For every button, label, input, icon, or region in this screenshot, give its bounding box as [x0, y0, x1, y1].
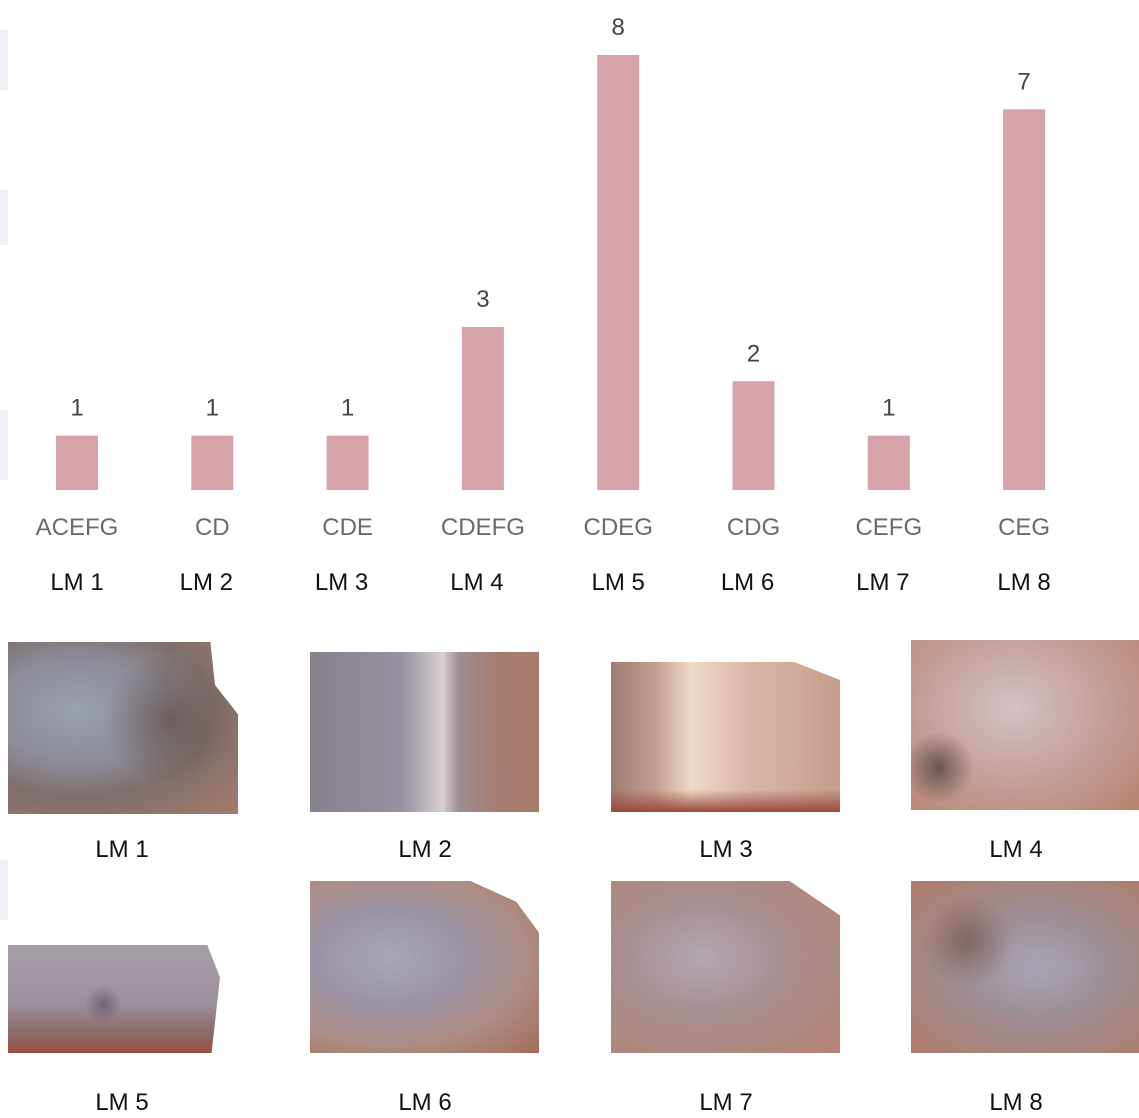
group-label: LM 6: [721, 569, 774, 596]
bar: [191, 435, 234, 490]
group-label: LM 3: [315, 569, 368, 596]
watermark-fragment: [0, 30, 8, 90]
data-label: 1: [70, 395, 83, 422]
bar: [597, 55, 640, 490]
photo-caption: LM 5: [95, 1089, 149, 1116]
photo-lm-3: [611, 662, 840, 812]
bar: [461, 326, 504, 490]
group-label: LM 5: [592, 569, 645, 596]
photo-lm-8: [911, 881, 1139, 1053]
category-label: CEFG: [855, 514, 922, 541]
bar: [1003, 109, 1046, 490]
category-label: CEG: [998, 514, 1050, 541]
data-label: 3: [476, 286, 489, 313]
bar: [732, 381, 775, 490]
group-label: LM 1: [50, 569, 103, 596]
photo-caption: LM 4: [989, 836, 1043, 863]
photo-caption: LM 1: [95, 836, 149, 863]
photo-lm-1: [8, 642, 238, 814]
data-label: 1: [882, 395, 895, 422]
bar: [867, 435, 910, 490]
data-label: 1: [206, 395, 219, 422]
watermark-fragment: [0, 190, 8, 245]
group-label: LM 7: [856, 569, 909, 596]
bar: [56, 435, 98, 490]
category-label: CDEFG: [441, 514, 525, 541]
photo-caption: LM 3: [699, 836, 753, 863]
photo-caption: LM 7: [699, 1089, 753, 1116]
photo-lm-4: [911, 640, 1139, 810]
photo-lm-2: [310, 652, 539, 812]
bar: [326, 435, 369, 490]
data-label: 7: [1017, 68, 1030, 95]
category-label: ACEFG: [36, 514, 119, 541]
category-label: CDEG: [584, 514, 653, 541]
group-label: LM 2: [180, 569, 233, 596]
bar-chart: 1 ACEFG LM 1 1 CD LM 2 1 CDE LM 3 3 CDEFG LM 4 8 CDEG…: [36, 14, 1051, 596]
category-label: CDE: [322, 514, 373, 541]
photo-lm-6: [310, 881, 539, 1053]
photo-lm-7: [611, 881, 840, 1053]
photo-caption: LM 8: [989, 1089, 1043, 1116]
data-label: 1: [341, 395, 354, 422]
data-label: 8: [612, 14, 625, 41]
photo-lm-5: [8, 945, 220, 1053]
category-label: CDG: [727, 514, 780, 541]
watermark-fragment: [0, 410, 8, 480]
data-label: 2: [747, 340, 760, 367]
group-label: LM 4: [450, 569, 503, 596]
photo-caption: LM 6: [398, 1089, 452, 1116]
watermark-fragment: [0, 860, 8, 920]
group-label: LM 8: [997, 569, 1050, 596]
photo-caption: LM 2: [398, 836, 452, 863]
category-label: CD: [195, 514, 230, 541]
